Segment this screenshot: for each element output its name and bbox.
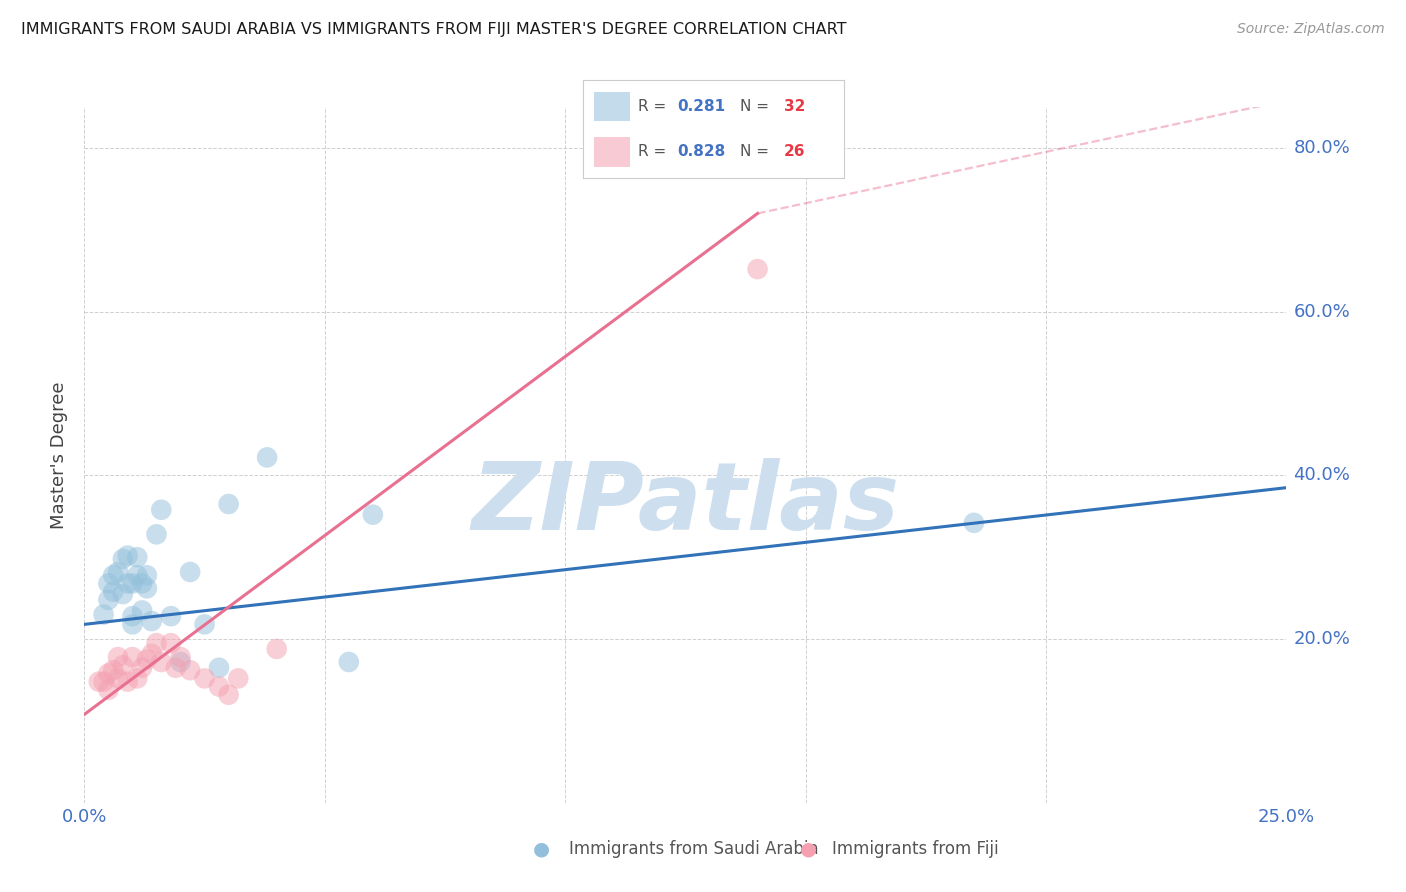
Text: ●: ●	[800, 839, 817, 859]
Bar	[593, 92, 630, 121]
Text: ZIPatlas: ZIPatlas	[471, 458, 900, 549]
Point	[107, 650, 129, 665]
Point	[179, 663, 201, 677]
Point	[169, 650, 191, 665]
Point	[121, 617, 143, 632]
Point	[103, 568, 125, 582]
Text: 32: 32	[783, 99, 806, 114]
Point	[150, 655, 173, 669]
Point	[103, 663, 125, 677]
Point	[963, 516, 986, 530]
Bar	[593, 137, 630, 167]
Text: N =: N =	[740, 145, 773, 160]
Point	[218, 688, 240, 702]
Text: 0.828: 0.828	[678, 145, 725, 160]
Point	[165, 661, 187, 675]
Point	[747, 262, 769, 277]
Point	[135, 568, 157, 582]
Text: IMMIGRANTS FROM SAUDI ARABIA VS IMMIGRANTS FROM FIJI MASTER'S DEGREE CORRELATION: IMMIGRANTS FROM SAUDI ARABIA VS IMMIGRAN…	[21, 22, 846, 37]
Text: Immigrants from Fiji: Immigrants from Fiji	[832, 840, 1000, 858]
Text: 60.0%: 60.0%	[1294, 302, 1350, 321]
Point	[169, 655, 191, 669]
Point	[111, 552, 134, 566]
Point	[160, 609, 183, 624]
Point	[87, 674, 110, 689]
Point	[93, 607, 115, 622]
Point	[145, 636, 167, 650]
Point	[117, 549, 139, 563]
Point	[121, 609, 143, 624]
Text: 0.281: 0.281	[678, 99, 725, 114]
Point	[97, 666, 120, 681]
Point	[121, 576, 143, 591]
Point	[194, 672, 217, 686]
Point	[111, 658, 134, 673]
Point	[97, 682, 120, 697]
Point	[141, 614, 163, 628]
Point	[103, 584, 125, 599]
Point	[111, 587, 134, 601]
Point	[160, 636, 183, 650]
Point	[107, 672, 129, 686]
Point	[131, 576, 153, 591]
Point	[117, 576, 139, 591]
Point	[150, 502, 173, 516]
Text: R =: R =	[638, 99, 671, 114]
Point	[127, 550, 149, 565]
Point	[145, 527, 167, 541]
Point	[135, 652, 157, 666]
Point	[194, 617, 217, 632]
Point	[93, 674, 115, 689]
Text: R =: R =	[638, 145, 671, 160]
Text: 40.0%: 40.0%	[1294, 467, 1350, 484]
Text: 20.0%: 20.0%	[1294, 630, 1350, 648]
Point	[107, 565, 129, 579]
Point	[361, 508, 384, 522]
Point	[256, 450, 278, 465]
Point	[208, 680, 231, 694]
Point	[97, 576, 120, 591]
Text: 26: 26	[783, 145, 806, 160]
Point	[266, 641, 288, 656]
Point	[131, 603, 153, 617]
Point	[208, 661, 231, 675]
Point	[135, 582, 157, 596]
Point	[127, 672, 149, 686]
Text: 80.0%: 80.0%	[1294, 139, 1350, 157]
Text: Source: ZipAtlas.com: Source: ZipAtlas.com	[1237, 22, 1385, 37]
Text: ●: ●	[533, 839, 550, 859]
Point	[179, 565, 201, 579]
Y-axis label: Master's Degree: Master's Degree	[51, 381, 69, 529]
Point	[337, 655, 360, 669]
Point	[117, 674, 139, 689]
Point	[127, 568, 149, 582]
Point	[218, 497, 240, 511]
Point	[131, 661, 153, 675]
Point	[226, 672, 249, 686]
Text: N =: N =	[740, 99, 773, 114]
Text: Immigrants from Saudi Arabia: Immigrants from Saudi Arabia	[569, 840, 820, 858]
Point	[97, 592, 120, 607]
Point	[121, 650, 143, 665]
Point	[141, 647, 163, 661]
